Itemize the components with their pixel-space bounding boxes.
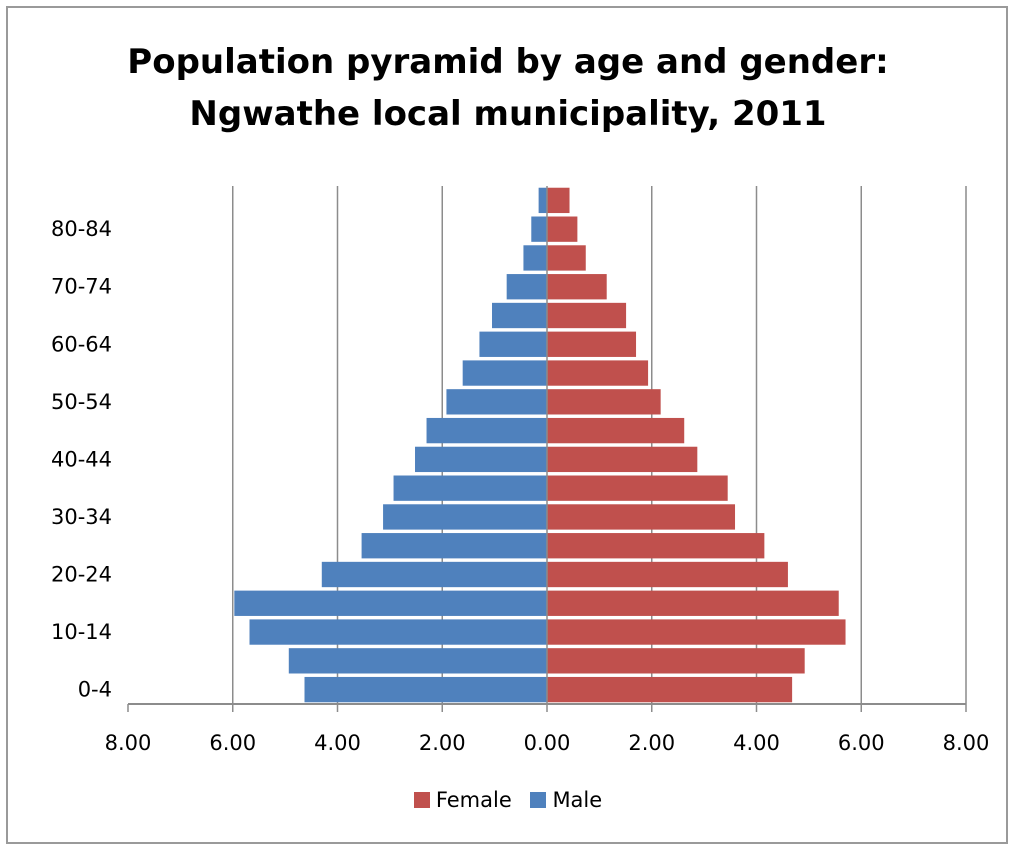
bar-male-40-44 <box>415 446 547 473</box>
legend-item-female: Female <box>413 788 512 812</box>
y-tick-label: 10-14 <box>51 620 112 644</box>
bar-female-20-24 <box>547 561 788 588</box>
chart-title-line-1: Population pyramid by age and gender: <box>127 42 889 82</box>
y-tick-label: 30-34 <box>51 505 112 529</box>
x-tick-label: 6.00 <box>209 731 256 755</box>
bar-female-45-49 <box>547 417 685 444</box>
y-tick-label: 80-84 <box>51 217 112 241</box>
bar-male-80-84 <box>531 216 547 242</box>
bar-female-40-44 <box>547 446 698 473</box>
bar-male-0-4 <box>304 676 547 703</box>
bar-female-5-9 <box>547 648 805 674</box>
bar-female-0-4 <box>547 676 793 703</box>
bar-female-15-19 <box>547 590 839 616</box>
bar-male-30-34 <box>383 504 547 530</box>
x-tick-label: 4.00 <box>733 731 780 755</box>
x-tick-label: 4.00 <box>314 731 361 755</box>
bar-male-70-74 <box>506 274 547 300</box>
legend-swatch-female <box>413 792 430 808</box>
legend-swatch-male <box>530 792 547 808</box>
y-tick-label: 20-24 <box>51 563 112 587</box>
bar-female-75-79 <box>547 245 586 271</box>
bar-male-85+ <box>538 187 547 214</box>
bar-male-20-24 <box>321 561 547 588</box>
bar-male-25-29 <box>361 533 547 559</box>
bar-male-60-64 <box>479 331 547 357</box>
bar-female-70-74 <box>547 274 607 300</box>
y-tick-label: 50-54 <box>51 390 112 414</box>
bar-female-60-64 <box>547 331 637 357</box>
bar-female-10-14 <box>547 619 846 645</box>
bar-female-30-34 <box>547 504 736 530</box>
bar-male-5-9 <box>288 648 547 674</box>
bar-female-50-54 <box>547 389 661 415</box>
bar-female-80-84 <box>547 216 578 242</box>
bar-female-55-59 <box>547 360 649 386</box>
x-tick-label: 2.00 <box>419 731 466 755</box>
bar-female-25-29 <box>547 533 765 559</box>
bar-female-85+ <box>547 187 570 214</box>
bar-female-35-39 <box>547 475 728 501</box>
x-tick-label: 2.00 <box>628 731 675 755</box>
bar-male-10-14 <box>249 619 547 645</box>
bar-male-55-59 <box>462 360 547 386</box>
x-tick-label: 8.00 <box>105 731 152 755</box>
bar-male-15-19 <box>234 590 548 616</box>
x-tick-label: 0.00 <box>524 731 571 755</box>
bar-female-65-69 <box>547 302 627 329</box>
chart-title-line-2: Ngwathe local municipality, 2011 <box>189 94 827 134</box>
y-tick-label: 0-4 <box>78 678 112 702</box>
bar-male-45-49 <box>426 417 547 444</box>
chart-legend: Female Male <box>0 788 1016 813</box>
y-tick-label: 70-74 <box>51 275 112 299</box>
x-tick-label: 6.00 <box>838 731 885 755</box>
y-tick-label: 40-44 <box>51 447 112 471</box>
y-tick-label: 60-64 <box>51 332 112 356</box>
bar-male-35-39 <box>393 475 547 501</box>
bar-male-75-79 <box>523 245 547 271</box>
x-tick-label: 8.00 <box>943 731 990 755</box>
chart-title: Population pyramid by age and gender: Ng… <box>0 36 1016 140</box>
legend-label-female: Female <box>435 788 512 812</box>
legend-item-male: Male <box>530 788 602 812</box>
legend-label-male: Male <box>552 788 603 812</box>
bar-male-65-69 <box>492 302 547 329</box>
bar-male-50-54 <box>446 389 547 415</box>
